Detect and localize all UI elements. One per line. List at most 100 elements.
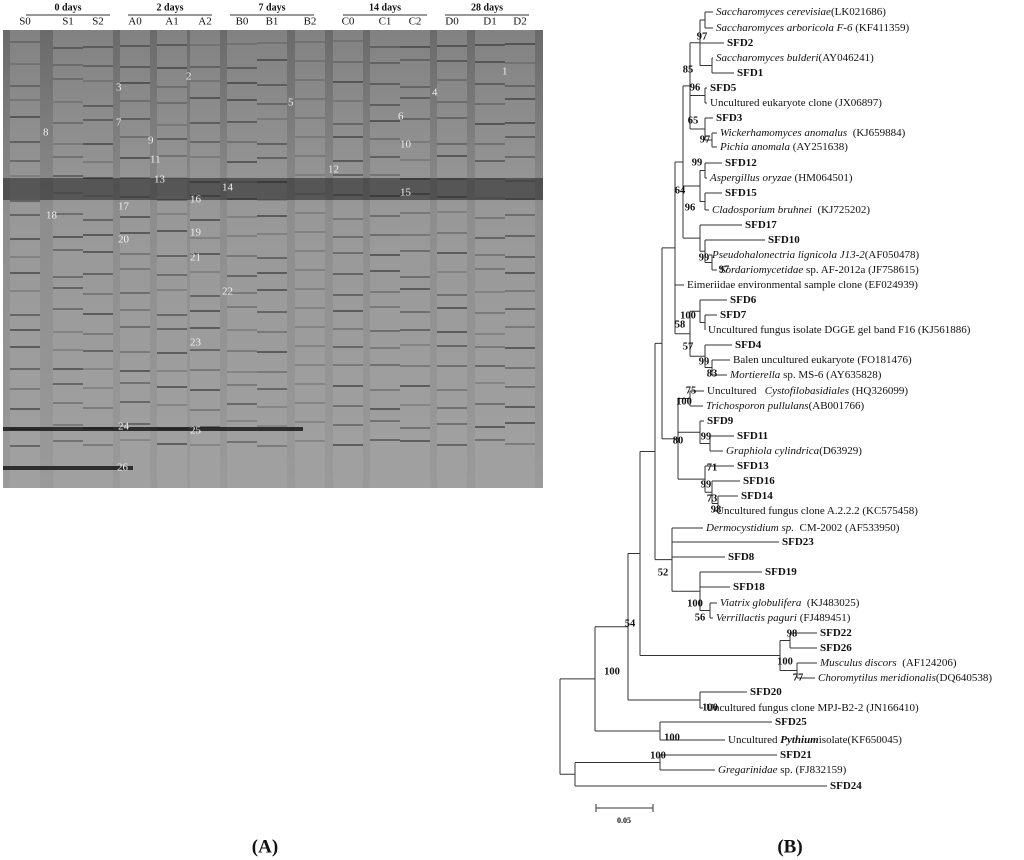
- band: [437, 211, 467, 213]
- band: [10, 368, 40, 370]
- leaf-label: Aspergillus oryzae (HM064501): [709, 172, 853, 184]
- band: [295, 383, 325, 385]
- band: [475, 83, 505, 85]
- band: [505, 43, 535, 45]
- leaf-part: (AY251638): [790, 141, 848, 153]
- band: [10, 238, 40, 240]
- leaf-part: (DQ640538): [936, 672, 993, 684]
- bootstrap-value: 99: [699, 356, 710, 367]
- band: [333, 273, 363, 275]
- lane-label: S0: [19, 16, 31, 28]
- band: [10, 214, 40, 216]
- leaf-part: Uncultured fungus clone MPJ-B2-2 (JN1664…: [706, 702, 919, 714]
- bootstrap-value: 100: [664, 732, 680, 743]
- band: [370, 174, 400, 176]
- band: [505, 136, 535, 138]
- leaf-label: SFD5: [710, 82, 737, 94]
- leaf-part: Verrillactis paguri: [716, 612, 797, 624]
- band: [333, 136, 363, 138]
- band: [475, 103, 505, 105]
- band: [53, 236, 83, 238]
- band: [157, 230, 187, 232]
- band: [400, 118, 430, 120]
- band: [333, 236, 363, 238]
- band: [370, 46, 400, 48]
- band: [400, 46, 430, 48]
- band: [227, 141, 257, 143]
- bootstrap-value: 80: [673, 435, 684, 446]
- band: [505, 308, 535, 310]
- lane-label: D1: [483, 16, 496, 28]
- band: [227, 67, 257, 69]
- band: [437, 79, 467, 81]
- band: [333, 100, 363, 102]
- group-label: 7 days: [259, 2, 286, 13]
- leaf-part: sp. (FJ832159): [777, 764, 846, 776]
- band: [227, 350, 257, 352]
- lane-label: S1: [62, 16, 74, 28]
- band: [295, 250, 325, 252]
- leaf-label: SFD3: [716, 112, 743, 124]
- leaf-part: (LK021686): [831, 6, 886, 18]
- leaf-part: SFD10: [768, 234, 800, 246]
- band: [400, 365, 430, 367]
- band: [437, 365, 467, 367]
- bootstrap-value: 100: [777, 656, 793, 667]
- lane: [437, 30, 467, 488]
- bootstrap-value: 56: [695, 612, 706, 623]
- band: [257, 331, 287, 333]
- dgge-gel: 0 days S0 S1 S2 2 days A0 A1 A2 7 days B0 B1 B2 14 d…: [3, 2, 543, 488]
- band: [157, 274, 187, 276]
- band-number: 5: [288, 97, 294, 109]
- band: [53, 78, 83, 80]
- band: [53, 143, 83, 145]
- band: [333, 405, 363, 407]
- band: [295, 60, 325, 62]
- band: [437, 444, 467, 446]
- band: [333, 40, 363, 42]
- band: [333, 81, 363, 83]
- leaf-part: SFD25: [775, 716, 807, 728]
- leaf-label: Saccharomyces arboricola F-6 (KF411359): [716, 22, 910, 34]
- band: [400, 329, 430, 331]
- leaf-part: Aspergillus oryzae: [709, 172, 792, 184]
- phylogenetic-tree: 0.05 Saccharomyces cerevisiae(LK021686)S…: [559, 6, 993, 825]
- lane: [333, 30, 363, 488]
- leaf-part: Cladosporium bruhnei: [712, 204, 812, 216]
- leaf-label: SFD25: [775, 716, 807, 728]
- leaf-part: Graphiola cylindrica: [726, 445, 820, 457]
- band: [400, 404, 430, 406]
- band-number: 16: [190, 194, 202, 206]
- leaf-label: Musculus discors (AF124206): [819, 657, 957, 669]
- band: [83, 234, 113, 236]
- band: [53, 308, 83, 310]
- leaf-part: Wickerhamomyces anomalus: [720, 127, 847, 139]
- band: [400, 288, 430, 290]
- band: [333, 123, 363, 125]
- band: [295, 117, 325, 119]
- band: [295, 212, 325, 214]
- lane: [157, 30, 187, 488]
- band: [400, 59, 430, 61]
- bootstrap-value: 52: [658, 567, 669, 578]
- leaf-label: Pichia anomala (AY251638): [719, 141, 848, 153]
- leaf-part: Saccharomyces arboricola F-6: [716, 22, 853, 34]
- leaf-part: SFD14: [741, 490, 773, 502]
- band: [157, 370, 187, 372]
- band: [295, 440, 325, 442]
- band: [53, 47, 83, 49]
- band: [437, 271, 467, 273]
- band: [257, 272, 287, 274]
- band: [475, 217, 505, 219]
- scale-label: 0.05: [617, 816, 631, 825]
- band: [370, 156, 400, 158]
- band: [120, 136, 150, 138]
- band: [53, 101, 83, 103]
- band: [157, 314, 187, 316]
- bootstrap-value: 75: [686, 385, 697, 396]
- band: [505, 85, 535, 87]
- band: [437, 294, 467, 296]
- band: [190, 389, 220, 391]
- leaf-part: Musculus discors: [819, 657, 897, 669]
- band: [295, 269, 325, 271]
